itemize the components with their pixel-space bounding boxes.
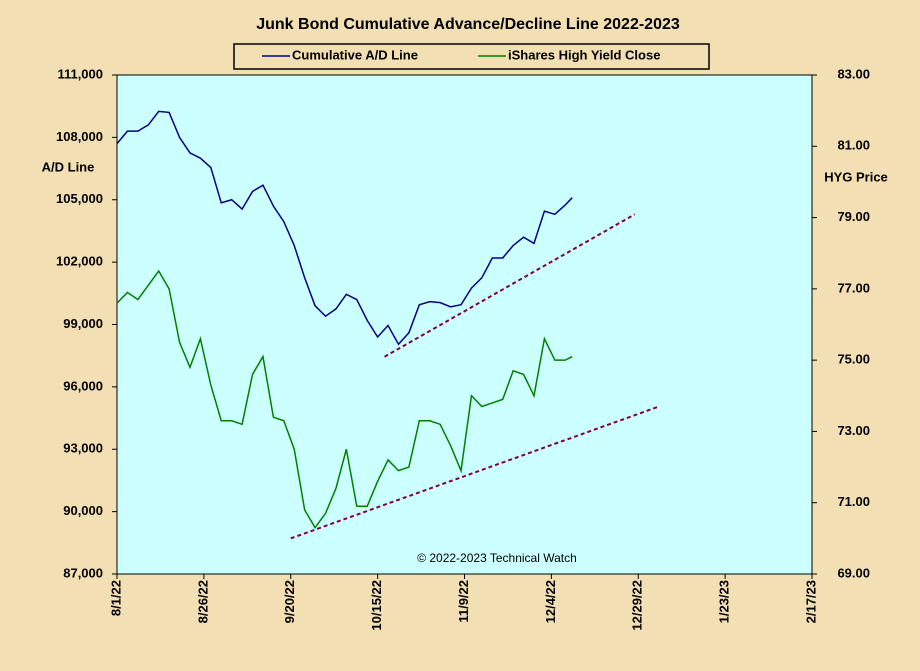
x-tick-label: 9/20/22 — [282, 580, 297, 623]
x-tick-label: 2/17/23 — [803, 580, 818, 623]
y-tick-label: 93,000 — [63, 441, 103, 456]
y-tick-label: 102,000 — [56, 254, 103, 269]
y2-tick-label: 69.00 — [837, 565, 870, 580]
legend-label: iShares High Yield Close — [508, 47, 660, 62]
y2-tick-label: 81.00 — [837, 138, 870, 153]
y-tick-label: 108,000 — [56, 129, 103, 144]
x-tick-label: 11/9/22 — [456, 580, 471, 623]
y-tick-label: 96,000 — [63, 378, 103, 393]
x-tick-label: 1/23/23 — [717, 580, 732, 623]
legend-box — [233, 43, 710, 70]
y-tick-label: 90,000 — [63, 503, 103, 518]
annotation: © 2022-2023 Technical Watch — [417, 551, 577, 565]
trend-line — [290, 405, 660, 540]
y2-tick-label: 73.00 — [837, 423, 870, 438]
y2-tick-label: 77.00 — [837, 280, 870, 295]
y2-axis-label: HYG Price — [824, 169, 888, 184]
y2-tick-label: 83.00 — [837, 66, 870, 81]
y-tick-label: 111,000 — [57, 66, 103, 81]
legend-label: Cumulative A/D Line — [292, 47, 418, 62]
y-tick-label: 105,000 — [56, 191, 103, 206]
plot-area — [116, 74, 813, 575]
x-tick-label: 8/26/22 — [195, 580, 210, 623]
y2-tick-label: 75.00 — [837, 352, 870, 367]
y2-tick-label: 79.00 — [837, 209, 870, 224]
x-tick-label: 8/1/22 — [108, 580, 123, 616]
y2-tick-label: 71.00 — [837, 494, 870, 509]
chart-title: Junk Bond Cumulative Advance/Decline Lin… — [256, 16, 680, 33]
y-tick-label: 99,000 — [63, 316, 103, 331]
x-tick-label: 12/4/22 — [543, 580, 558, 623]
series-line — [116, 269, 573, 530]
x-tick-label: 10/15/22 — [369, 580, 384, 631]
y-tick-label: 87,000 — [63, 565, 103, 580]
series-line — [116, 110, 573, 346]
y-axis-label: A/D Line — [42, 159, 95, 174]
x-tick-label: 12/29/22 — [630, 580, 645, 631]
trend-line — [384, 213, 636, 358]
